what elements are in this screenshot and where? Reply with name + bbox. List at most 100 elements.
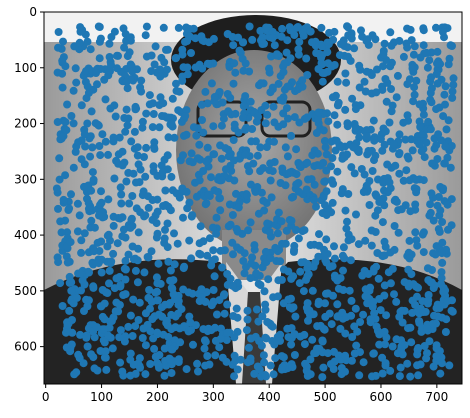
scatter-point (232, 189, 240, 198)
scatter-point (209, 286, 218, 294)
scatter-point (413, 241, 422, 250)
scatter-point (146, 360, 155, 368)
scatter-point (62, 126, 71, 135)
scatter-point (109, 221, 118, 230)
scatter-point (217, 121, 226, 130)
scatter-point (399, 52, 408, 61)
scatter-point (197, 100, 206, 109)
scatter-point (134, 316, 143, 324)
scatter-point (350, 169, 359, 178)
scatter-point (187, 254, 196, 263)
scatter-point (387, 85, 395, 93)
scatter-point (246, 274, 255, 283)
scatter-point (350, 44, 359, 53)
scatter-point (173, 239, 182, 248)
scatter-point (166, 276, 175, 285)
scatter-point (151, 211, 160, 220)
scatter-point (59, 37, 67, 46)
scatter-point (438, 27, 447, 36)
scatter-point (385, 178, 394, 187)
scatter-point (448, 87, 457, 96)
y-tick-label: 500 (14, 284, 37, 298)
scatter-point (335, 51, 344, 60)
scatter-point (421, 307, 430, 316)
scatter-point (356, 318, 365, 326)
scatter-point (390, 290, 398, 299)
scatter-point (144, 203, 153, 212)
scatter-point (259, 351, 268, 360)
scatter-point (437, 249, 446, 258)
scatter-point (63, 100, 72, 109)
scatter-point (158, 168, 167, 177)
scatter-point (394, 228, 403, 237)
scatter-point (77, 236, 86, 245)
scatter-point (191, 321, 200, 330)
scatter-point (415, 100, 424, 109)
scatter-point (405, 176, 414, 185)
scatter-point (179, 213, 187, 222)
scatter-point (126, 371, 135, 380)
scatter-point (321, 143, 330, 152)
scatter-point (254, 317, 263, 326)
scatter-point (161, 186, 170, 195)
scatter-point (209, 34, 218, 43)
scatter-point (348, 94, 357, 103)
scatter-point (439, 112, 448, 121)
scatter-point (210, 272, 219, 281)
scatter-point (392, 335, 401, 344)
scatter-point (324, 117, 333, 126)
scatter-point (193, 359, 202, 368)
scatter-point (140, 212, 149, 221)
scatter-point (408, 64, 417, 73)
scatter-point (274, 122, 283, 131)
scatter-point (321, 256, 330, 265)
scatter-point (229, 41, 238, 50)
scatter-point (375, 198, 384, 206)
x-tick-label: 200 (146, 390, 169, 404)
scatter-point (302, 303, 311, 312)
scatter-point (133, 151, 142, 160)
scatter-point (379, 50, 388, 59)
scatter-point (322, 166, 331, 175)
scatter-point (295, 279, 304, 288)
scatter-point (396, 363, 405, 372)
scatter-point (288, 363, 297, 371)
scatter-point (322, 211, 331, 219)
scatter-point (134, 228, 143, 237)
scatter-point (65, 272, 74, 281)
scatter-point (328, 154, 337, 162)
scatter-point (146, 327, 155, 336)
scatter-point (337, 364, 346, 372)
scatter-point (302, 185, 311, 194)
x-axis: 0 100 200 300 400 500 600 700 (42, 384, 448, 404)
scatter-point (72, 78, 81, 87)
scatter-point (266, 176, 275, 185)
scatter-point (163, 219, 172, 228)
scatter-point (320, 325, 329, 334)
scatter-point (327, 320, 336, 329)
scatter-point (198, 116, 206, 124)
scatter-point (218, 263, 227, 272)
scatter-point (61, 118, 70, 127)
scatter-point (444, 60, 453, 69)
scatter-point (419, 110, 428, 119)
scatter-point (154, 259, 163, 268)
scatter-point (332, 136, 341, 145)
scatter-point (306, 27, 315, 36)
scatter-point (281, 143, 290, 152)
scatter-point (298, 76, 307, 85)
scatter-point (222, 357, 231, 366)
scatter-point (142, 109, 151, 118)
scatter-point (234, 33, 243, 42)
scatter-point (376, 306, 385, 315)
scatter-point (242, 123, 251, 132)
scatter-point (364, 147, 373, 155)
scatter-point (368, 167, 377, 175)
scatter-point (250, 241, 259, 250)
scatter-point (126, 311, 135, 320)
scatter-point (350, 322, 359, 331)
scatter-point (90, 223, 99, 232)
scatter-point (164, 133, 173, 142)
scatter-point (251, 187, 260, 196)
scatter-point (256, 79, 265, 88)
